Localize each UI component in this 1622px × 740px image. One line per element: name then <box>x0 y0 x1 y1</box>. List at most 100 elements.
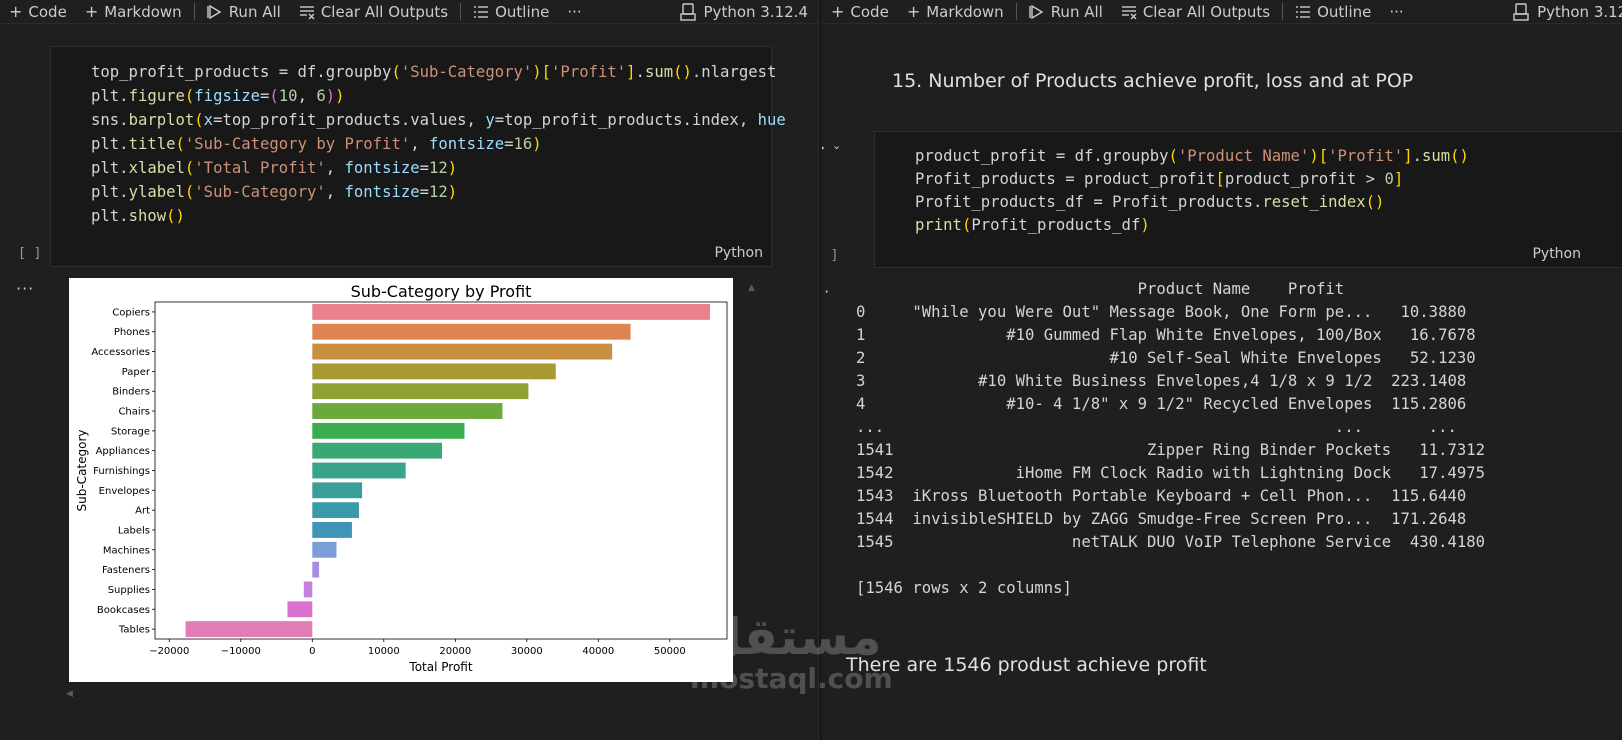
x-axis-label: Total Profit <box>408 660 472 674</box>
bar-machines <box>312 541 337 558</box>
kernel-label: Python 3.12.4 <box>703 3 808 21</box>
output-row: 1545 netTALK DUO VoIP Telephone Service … <box>856 533 1486 551</box>
x-tick-label: 20000 <box>439 646 471 657</box>
toolbar-separator <box>193 3 195 20</box>
output-row: 4 #10- 4 1/8" x 9 1/2" Recycled Envelope… <box>856 395 1467 413</box>
bar-labels <box>312 522 352 538</box>
y-tick-label: Paper <box>122 367 151 378</box>
more-icon: ··· <box>1389 2 1404 21</box>
y-tick-label: Accessories <box>91 347 150 358</box>
output-row: 1 #10 Gummed Flap White Envelopes, 100/B… <box>856 326 1476 344</box>
bar-appliances <box>312 442 442 459</box>
plus-icon: + <box>9 2 23 21</box>
more-actions-button[interactable]: ··· <box>1380 0 1412 24</box>
kernel-picker[interactable]: Python 3.12.4 <box>679 0 808 24</box>
y-tick-label: Copiers <box>112 307 150 318</box>
y-tick-label: Fasteners <box>102 565 150 576</box>
outline-icon <box>474 5 489 18</box>
more-icon: ··· <box>567 2 582 21</box>
y-tick-label: Furnishings <box>93 466 150 477</box>
clear-outputs-label: Clear All Outputs <box>1142 2 1271 21</box>
outline-button[interactable]: Outline <box>464 0 558 24</box>
scroll-left-icon[interactable]: ◀ <box>66 689 73 699</box>
y-tick-label: Phones <box>114 327 150 338</box>
bar-supplies <box>303 581 313 598</box>
y-tick-label: Machines <box>103 545 150 556</box>
kernel-label: Python 3.12. <box>1537 3 1622 21</box>
y-tick-label: Art <box>135 506 150 517</box>
execution-count: [ ] <box>822 248 839 263</box>
outline-label: Outline <box>1317 2 1372 21</box>
outline-button[interactable]: Outline <box>1286 0 1380 24</box>
kernel-icon <box>679 3 696 21</box>
clear-outputs-icon <box>299 5 315 19</box>
plus-icon: + <box>831 2 845 21</box>
toolbar-separator <box>460 3 462 20</box>
bar-fasteners <box>312 561 320 578</box>
clear-outputs-icon <box>1121 5 1137 19</box>
cell-output: Product Name Profit 0 "While you Were Ou… <box>856 278 1485 600</box>
kernel-picker[interactable]: Python 3.12. <box>1513 0 1622 24</box>
play-icon <box>822 146 825 150</box>
add-markdown-label: Markdown <box>926 2 1004 21</box>
add-code-cell-button[interactable]: + Code <box>0 0 76 24</box>
bar-accessories <box>312 343 613 360</box>
y-tick-label: Envelopes <box>99 486 150 497</box>
run-all-icon <box>1028 4 1044 19</box>
run-all-button[interactable]: Run All <box>198 0 290 24</box>
add-code-label: Code <box>850 2 889 21</box>
run-all-button[interactable]: Run All <box>1020 0 1112 24</box>
bar-art <box>312 502 359 519</box>
bar-copiers <box>312 303 710 320</box>
output-row: 1541 Zipper Ring Binder Pockets 11.7312 <box>856 441 1486 459</box>
add-markdown-cell-button[interactable]: + Markdown <box>898 0 1013 24</box>
y-tick-label: Chairs <box>118 407 150 418</box>
pane-divider[interactable] <box>818 0 822 740</box>
output-row: 1542 iHome FM Clock Radio with Lightning… <box>856 464 1486 482</box>
bar-bookcases <box>287 601 313 618</box>
y-tick-label: Supplies <box>108 585 150 596</box>
bar-phones <box>312 323 631 340</box>
cell-language-label[interactable]: Python <box>1532 246 1581 262</box>
y-tick-label: Bookcases <box>97 605 150 616</box>
add-markdown-label: Markdown <box>104 2 182 21</box>
left-notebook-pane: + Code + Markdown Run All Clear All Output… <box>0 0 818 699</box>
add-code-label: Code <box>28 2 67 21</box>
bar-furnishings <box>312 462 406 479</box>
x-tick-label: −20000 <box>149 646 189 657</box>
execution-count: [ ] <box>18 246 42 261</box>
output-row: ... ... ... <box>856 418 1457 436</box>
x-tick-label: 0 <box>309 646 315 657</box>
plot-frame <box>154 301 728 640</box>
clear-all-outputs-button[interactable]: Clear All Outputs <box>1112 0 1279 24</box>
clear-all-outputs-button[interactable]: Clear All Outputs <box>290 0 457 24</box>
run-all-label: Run All <box>1050 2 1103 21</box>
x-tick-label: −10000 <box>221 646 261 657</box>
run-cell-button[interactable] <box>822 140 830 158</box>
chart-title: Sub-Category by Profit <box>351 282 532 301</box>
add-code-cell-button[interactable]: + Code <box>822 0 898 24</box>
output-actions-icon[interactable]: ··· <box>822 282 831 301</box>
outline-icon <box>1296 5 1311 18</box>
output-row: [1546 rows x 2 columns] <box>856 579 1072 597</box>
x-tick-label: 30000 <box>511 646 543 657</box>
bar-chart: Sub-Category by Profit Copiers Phones Acces… <box>69 278 733 682</box>
y-axis-label: Sub-Category <box>75 430 89 512</box>
output-rows: 0 "While you Were Out" Message Book, One… <box>856 301 1485 600</box>
output-actions-icon[interactable]: ··· <box>16 279 35 298</box>
x-tick-label: 10000 <box>368 646 400 657</box>
bar-chairs <box>312 403 503 419</box>
add-markdown-cell-button[interactable]: + Markdown <box>76 0 191 24</box>
more-actions-button[interactable]: ··· <box>558 0 590 24</box>
chevron-down-icon[interactable]: ⌄ <box>832 139 842 152</box>
output-row <box>856 554 1485 577</box>
code-cell-editor[interactable]: product_profit = df.groupby('Product Nam… <box>874 131 1622 268</box>
kernel-icon <box>1513 3 1529 21</box>
run-all-icon <box>206 4 222 19</box>
code-cell-editor[interactable]: top_profit_products = df.groupby('Sub-Ca… <box>50 46 786 267</box>
code-text: product_profit = df.groupby('Product Nam… <box>915 147 1469 234</box>
cell-language-label[interactable]: Python <box>714 245 763 261</box>
y-tick-label: Storage <box>111 426 150 437</box>
scroll-up-icon[interactable]: ▲ <box>748 283 755 293</box>
markdown-result-text: There are 1546 produst achieve profit <box>846 654 1207 676</box>
